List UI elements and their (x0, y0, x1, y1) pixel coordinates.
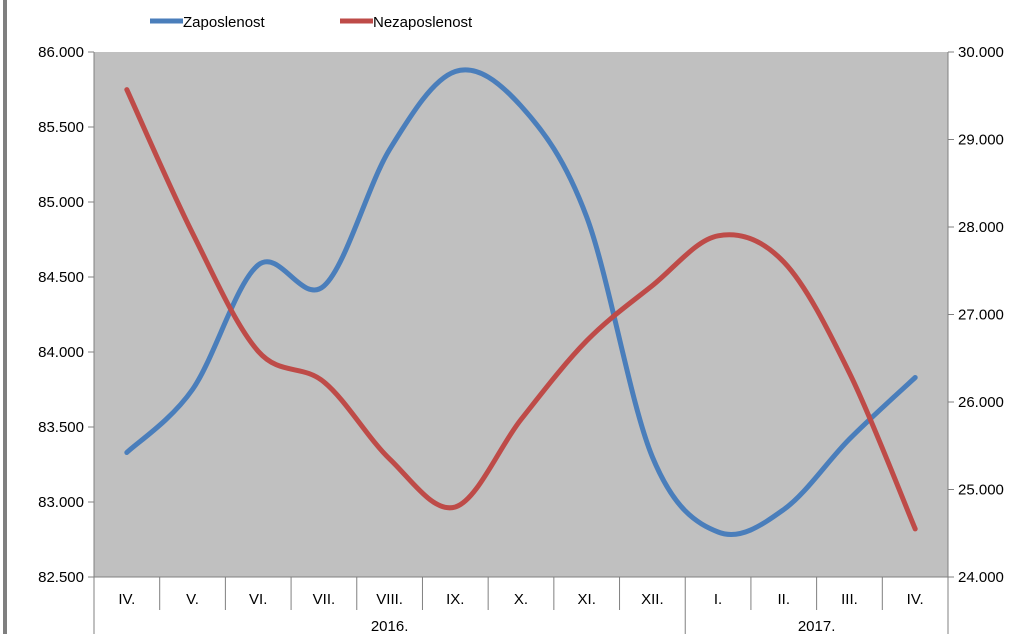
left-tick-label: 86.000 (38, 44, 84, 61)
data-point-zaposlenost (519, 104, 524, 109)
x-tick-label: VII. (313, 591, 336, 608)
x-tick-label: XII. (641, 591, 664, 608)
x-tick-label: V. (186, 591, 199, 608)
data-point-nezaposlenost (913, 526, 918, 531)
x-tick-label: I. (714, 591, 722, 608)
data-point-nezaposlenost (256, 349, 261, 354)
axes-layer: 82.500 83.000 83.500 84.000 84.500 85.000 85.5… (38, 44, 1004, 635)
data-point-nezaposlenost (584, 338, 589, 343)
data-point-zaposlenost (321, 284, 326, 289)
data-point-nezaposlenost (190, 231, 195, 236)
data-point-nezaposlenost (321, 379, 326, 384)
data-point-nezaposlenost (716, 233, 721, 238)
legend: Zaposlenost Nezaposlenost (150, 14, 473, 31)
x-tick-label: II. (778, 591, 791, 608)
right-tick-label: 25.000 (958, 482, 1004, 499)
left-tick-label: 83.000 (38, 494, 84, 511)
data-point-zaposlenost (847, 437, 852, 442)
legend-label-nezaposlenost: Nezaposlenost (373, 14, 473, 31)
x-tick-label: X. (514, 591, 528, 608)
series-line-nezaposlenost (124, 87, 918, 532)
x-tick-label: IV. (907, 591, 924, 608)
year-group-label: 2016. (371, 618, 409, 634)
data-point-zaposlenost (781, 507, 786, 512)
left-accent-bar (3, 0, 7, 634)
x-tick-label: III. (841, 591, 858, 608)
x-tick-label: VIII. (376, 591, 403, 608)
right-tick-label: 28.000 (958, 219, 1004, 236)
data-point-nezaposlenost (453, 505, 458, 510)
x-tick-label: XI. (578, 591, 596, 608)
data-point-zaposlenost (584, 215, 589, 220)
right-tick-label: 29.000 (958, 132, 1004, 149)
data-point-nezaposlenost (387, 456, 392, 461)
data-point-nezaposlenost (847, 371, 852, 376)
data-point-nezaposlenost (519, 417, 524, 422)
year-group-label: 2017. (798, 618, 836, 634)
data-point-zaposlenost (190, 387, 195, 392)
right-tick-label: 30.000 (958, 44, 1004, 61)
data-point-zaposlenost (716, 530, 721, 535)
series-layer (124, 67, 918, 537)
data-point-zaposlenost (913, 375, 918, 380)
data-point-nezaposlenost (124, 87, 129, 92)
data-point-zaposlenost (650, 455, 655, 460)
series-line-zaposlenost (124, 67, 918, 537)
data-point-zaposlenost (453, 69, 458, 74)
data-point-zaposlenost (256, 263, 261, 268)
x-tick-label: VI. (249, 591, 267, 608)
left-tick-label: 83.500 (38, 419, 84, 436)
x-tick-label: IV. (118, 591, 135, 608)
legend-label-zaposlenost: Zaposlenost (183, 14, 266, 31)
data-point-nezaposlenost (650, 283, 655, 288)
left-tick-label: 85.000 (38, 194, 84, 211)
right-tick-label: 26.000 (958, 394, 1004, 411)
data-point-zaposlenost (124, 450, 129, 455)
data-point-nezaposlenost (781, 260, 786, 265)
x-tick-label: IX. (446, 591, 464, 608)
left-tick-label: 84.500 (38, 269, 84, 286)
data-point-zaposlenost (387, 147, 392, 152)
left-tick-label: 82.500 (38, 569, 84, 586)
left-tick-label: 85.500 (38, 119, 84, 136)
left-tick-label: 84.000 (38, 344, 84, 361)
right-tick-label: 27.000 (958, 307, 1004, 324)
right-tick-label: 24.000 (958, 569, 1004, 586)
